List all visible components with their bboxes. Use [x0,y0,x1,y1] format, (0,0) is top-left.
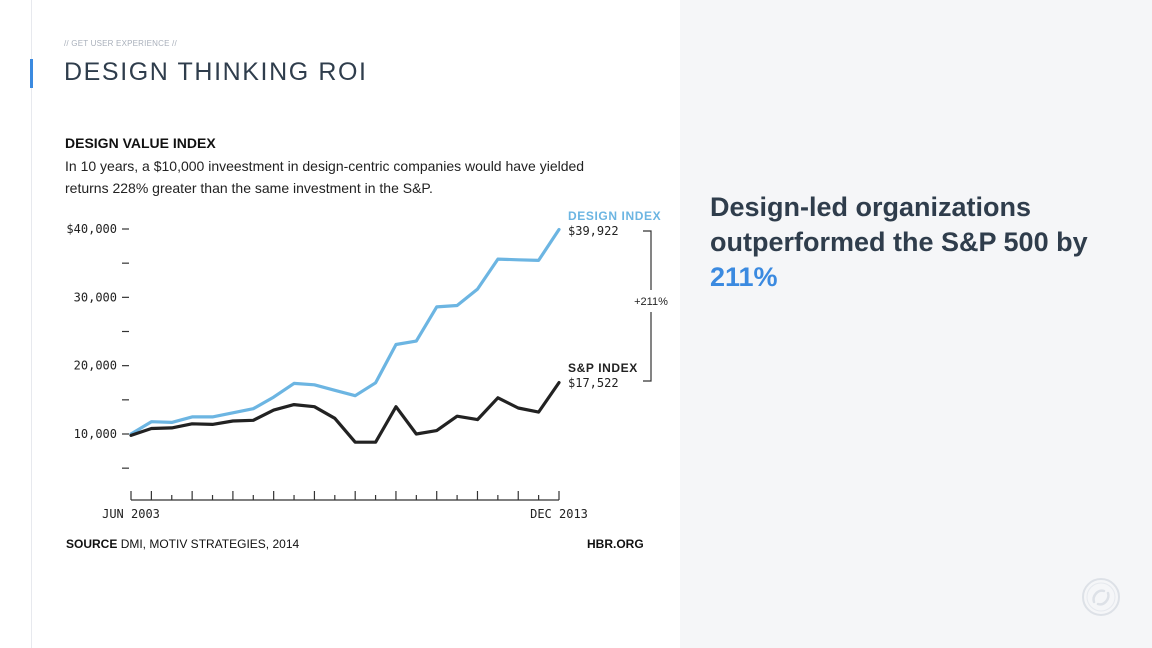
sp-index-end-value: $17,522 [568,376,619,390]
y-tick-label: 20,000 [74,359,117,373]
source-text: DMI, MOTIV STRATEGIES, 2014 [120,537,300,551]
design-index-line [129,227,561,436]
page-title: DESIGN THINKING ROI [64,58,368,86]
headline: Design-led organizations outperformed th… [710,190,1130,295]
y-tick-label: 30,000 [74,290,117,304]
eyebrow-label: // GET USER EXPERIENCE // [64,39,177,48]
difference-annotation: +211% [634,296,668,308]
design-index-end-value: $39,922 [568,224,619,238]
source-label: SOURCE [66,537,118,551]
x-tick-label: JUN 2003 [102,507,160,521]
credit-hbr: HBR.ORG [587,537,644,551]
headline-accent: 211% [710,262,778,292]
source-note: SOURCE DMI, MOTIV STRATEGIES, 2014 [66,537,299,551]
headline-text: Design-led organizations outperformed th… [710,192,1088,257]
x-tick-label: DEC 2013 [530,507,588,521]
difference-bracket [643,230,652,382]
sp-index-legend-label: S&P INDEX [568,361,638,375]
chart-heading: DESIGN VALUE INDEX [65,135,216,151]
y-tick-label: 10,000 [74,427,117,441]
sp-index-line [129,381,561,444]
design-index-legend-label: DESIGN INDEX [568,209,661,223]
left-rule [31,0,32,648]
ge-monogram-icon [1082,578,1120,616]
right-panel [680,0,1152,648]
line-chart: $40,000 30,000 20,000 10,000 JUN 2003 DEC 201… [66,209,668,521]
y-tick-label: $40,000 [66,222,117,236]
chart-description: In 10 years, a $10,000 inveestment in de… [65,158,585,196]
title-accent-bar [30,59,33,88]
